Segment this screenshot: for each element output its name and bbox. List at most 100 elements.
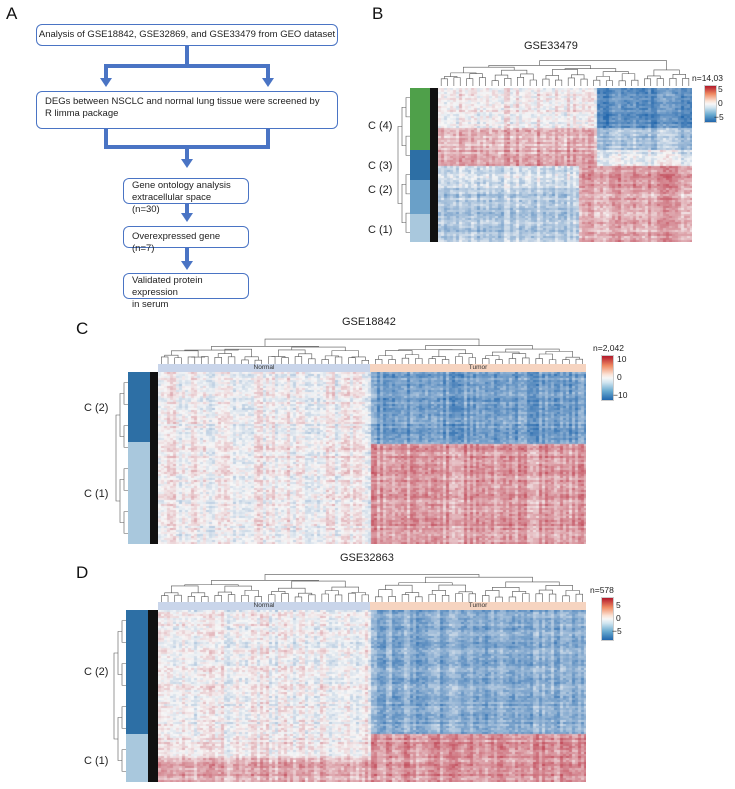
dendrogram-branch bbox=[466, 78, 474, 86]
dendrogram-branch bbox=[214, 595, 222, 602]
flow-arrow-icon bbox=[181, 213, 193, 222]
dendrogram-branch bbox=[227, 356, 236, 364]
dendrogram-branch bbox=[321, 359, 329, 364]
dendrogram-branch bbox=[485, 355, 500, 360]
dendrogram-branch bbox=[388, 359, 396, 364]
heatmap-d-group-tumor-label: Tumor bbox=[468, 602, 488, 609]
heatmap-b-row-dendrogram bbox=[397, 97, 410, 233]
flow-arrow-icon bbox=[100, 78, 112, 87]
dendrogram-branch bbox=[334, 594, 343, 602]
dendrogram-branch bbox=[538, 353, 553, 360]
dendrogram-branch bbox=[618, 80, 626, 86]
heatmap-c-color-scale bbox=[601, 355, 614, 401]
heatmap-b-cluster-c2 bbox=[410, 180, 430, 214]
heatmap-c-row-dendrogram bbox=[115, 382, 128, 534]
dendrogram-branch bbox=[264, 574, 480, 581]
dendrogram-branch bbox=[398, 349, 453, 351]
dendrogram-branch bbox=[174, 594, 182, 602]
dendrogram-branch bbox=[241, 359, 249, 364]
dendrogram-branch bbox=[171, 350, 199, 358]
dendrogram-branch bbox=[278, 587, 306, 594]
heatmap-d-scale-tick: 5 bbox=[616, 600, 621, 610]
dendrogram-branch bbox=[656, 78, 664, 86]
heatmap-b-cluster-label: C (4) bbox=[368, 120, 393, 132]
heatmap-b-scale-tick: 5 bbox=[718, 84, 723, 94]
heatmap-d-group-normal-label: Normal bbox=[253, 602, 275, 609]
dendrogram-branch bbox=[164, 354, 179, 358]
flow-connector bbox=[266, 64, 270, 78]
dendrogram-branch bbox=[184, 349, 239, 351]
heatmap-c-row-tree bbox=[150, 372, 158, 544]
flow-connector bbox=[185, 248, 189, 262]
dendrogram-branch bbox=[669, 77, 677, 86]
dendrogram-branch bbox=[508, 358, 517, 364]
dendrogram-branch bbox=[644, 78, 652, 86]
dendrogram-branch bbox=[438, 584, 466, 592]
heatmap-c-column-dendrogram bbox=[161, 338, 583, 364]
dendrogram-branch bbox=[548, 593, 557, 602]
dendrogram-branch bbox=[580, 78, 588, 86]
dendrogram-branch bbox=[401, 594, 410, 602]
heatmap-d-scale-tick: 0 bbox=[616, 613, 621, 623]
dendrogram-branch bbox=[441, 595, 450, 602]
dendrogram-branch bbox=[431, 590, 446, 596]
heatmap-c-group-normal-label: Normal bbox=[253, 364, 275, 371]
dendrogram-branch bbox=[161, 595, 169, 602]
dendrogram-branch bbox=[463, 66, 515, 73]
dendrogram-branch bbox=[555, 79, 563, 86]
dendrogram-branch bbox=[682, 78, 690, 86]
dendrogram-branch bbox=[224, 585, 252, 593]
heatmap-c-cluster-label: C (2) bbox=[84, 402, 109, 414]
dendrogram-branch bbox=[294, 596, 303, 602]
heatmap-c-cluster-c2 bbox=[128, 372, 150, 442]
flow-step-4: Overexpressed gene (n=7) bbox=[123, 226, 249, 254]
flow-step-1: Analysis of GSE18842, GSE32869, and GSE3… bbox=[36, 24, 338, 46]
heatmap-d-row-dendrogram bbox=[113, 620, 126, 772]
dendrogram-branch bbox=[545, 351, 573, 358]
flow-step-5-line-1: Validated protein expression bbox=[132, 275, 203, 298]
flow-step-5-line-2: in serum bbox=[132, 299, 169, 310]
dendrogram-branch bbox=[485, 590, 500, 598]
dendrogram-branch bbox=[217, 353, 232, 358]
flow-arrow-icon bbox=[181, 261, 193, 270]
dendrogram-branch bbox=[545, 75, 559, 81]
panel-c-label: C bbox=[76, 319, 89, 338]
dendrogram-branch bbox=[361, 594, 369, 602]
dendrogram-branch bbox=[268, 356, 276, 364]
dendrogram-branch bbox=[244, 589, 259, 597]
heatmap-d-cluster-c1 bbox=[126, 734, 148, 782]
dendrogram-branch bbox=[575, 593, 583, 602]
dendrogram-branch bbox=[508, 596, 517, 602]
dendrogram-branch bbox=[171, 585, 199, 593]
flow-step-4-text: Overexpressed gene (n=7) bbox=[132, 231, 221, 254]
dendrogram-branch bbox=[494, 74, 509, 81]
heatmap-d-matrix bbox=[158, 610, 586, 782]
dendrogram-branch bbox=[565, 590, 580, 596]
dendrogram-branch bbox=[593, 79, 601, 86]
dendrogram-branch bbox=[653, 69, 680, 76]
flow-step-1-text: Analysis of GSE18842, GSE32869, and GSE3… bbox=[38, 29, 336, 40]
dendrogram-branch bbox=[201, 356, 209, 364]
heatmap-c-scale-tick: 10 bbox=[617, 354, 627, 364]
dendrogram-branch bbox=[538, 589, 553, 595]
dendrogram-branch bbox=[348, 357, 356, 364]
dendrogram-branch bbox=[331, 586, 359, 593]
dendrogram-branch bbox=[542, 78, 550, 86]
heatmap-d-group-tumor: Tumor bbox=[370, 602, 586, 610]
dendrogram-branch bbox=[378, 589, 393, 597]
dendrogram-branch bbox=[492, 586, 520, 592]
dendrogram-branch bbox=[388, 595, 396, 602]
heatmap-b-title: GSE33479 bbox=[524, 40, 578, 52]
dendrogram-branch bbox=[187, 356, 196, 364]
heatmap-c-cluster-c1 bbox=[128, 442, 150, 544]
dendrogram-branch bbox=[428, 594, 436, 602]
dendrogram-branch bbox=[291, 580, 346, 589]
dendrogram-branch bbox=[264, 338, 480, 347]
dendrogram-branch bbox=[334, 356, 343, 364]
dendrogram-branch bbox=[241, 594, 249, 602]
flow-step-3-line-2: extracellular space (n=30) bbox=[132, 192, 212, 215]
dendrogram-branch bbox=[281, 593, 289, 602]
dendrogram-branch bbox=[522, 593, 530, 602]
dendrogram-branch bbox=[672, 74, 686, 79]
dendrogram-branch bbox=[397, 126, 402, 204]
